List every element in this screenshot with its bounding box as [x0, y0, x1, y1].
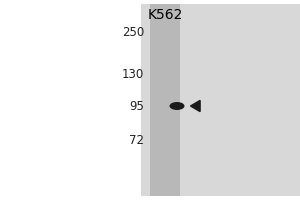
Text: 72: 72: [129, 134, 144, 146]
Text: 95: 95: [129, 99, 144, 112]
Bar: [141, 4, 300, 196]
Bar: [0, 0, 141, 200]
Polygon shape: [190, 100, 200, 112]
Text: 250: 250: [122, 25, 144, 38]
Text: 130: 130: [122, 68, 144, 80]
Text: K562: K562: [147, 8, 183, 22]
Ellipse shape: [169, 102, 184, 110]
Bar: [150, 4, 180, 196]
